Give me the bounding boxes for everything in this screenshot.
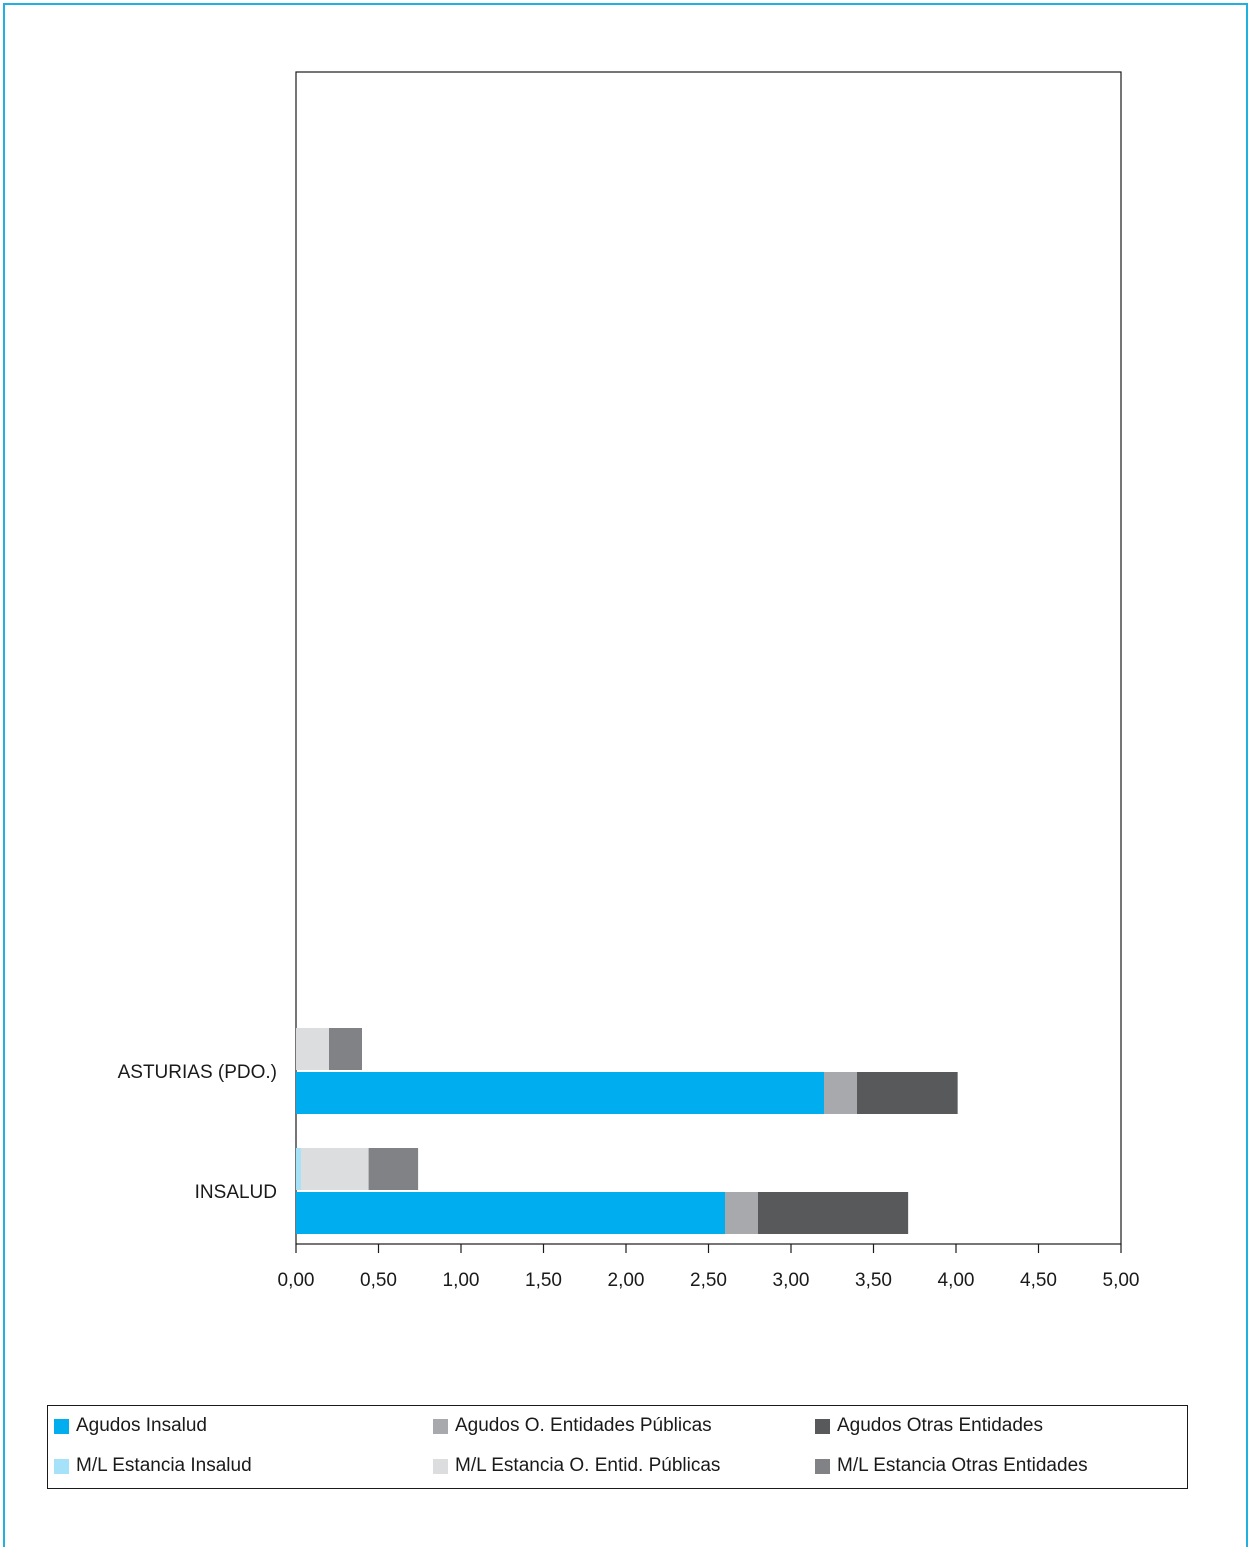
bar-segment (296, 1148, 301, 1190)
legend-item: Agudos O. Entidades Públicas (433, 1414, 712, 1438)
x-tick-label: 3,00 (773, 1270, 810, 1291)
legend-label: Agudos Insalud (76, 1415, 207, 1436)
bar-segment (296, 1028, 329, 1070)
category-label: INSALUD (195, 1182, 277, 1203)
bar-segment (857, 1072, 958, 1114)
legend-label: Agudos O. Entidades Públicas (455, 1415, 712, 1436)
x-tick-label: 1,00 (443, 1270, 480, 1291)
bar-segment (725, 1192, 758, 1234)
legend-label: M/L Estancia Insalud (76, 1455, 252, 1476)
legend-swatch (815, 1418, 830, 1434)
legend-swatch (815, 1458, 830, 1474)
legend: Agudos Insalud Agudos O. Entidades Públi… (47, 1405, 1188, 1489)
x-axis: 0,00 0,50 1,00 1,50 2,00 2,50 3,00 3,50 4,00 4,50… (278, 1244, 1140, 1291)
legend-item: Agudos Insalud (54, 1414, 207, 1438)
bar-segment (329, 1028, 362, 1070)
bars-layer (296, 1028, 958, 1234)
x-tick-label: 2,50 (690, 1270, 727, 1291)
legend-swatch (54, 1418, 69, 1434)
legend-label: M/L Estancia O. Entid. Públicas (455, 1455, 721, 1476)
plot-area (295, 71, 1122, 1245)
legend-label: M/L Estancia Otras Entidades (837, 1455, 1088, 1476)
bar-segment (824, 1072, 857, 1114)
bar-segment (296, 1192, 725, 1234)
x-tick-label: 0,00 (278, 1270, 315, 1291)
x-tick-label: 3,50 (855, 1270, 892, 1291)
legend-item: M/L Estancia Otras Entidades (815, 1454, 1088, 1478)
x-tick-label: 5,00 (1103, 1270, 1140, 1291)
page-frame (3, 3, 1248, 1547)
bar-segment (368, 1148, 419, 1190)
x-tick-label: 2,00 (608, 1270, 645, 1291)
legend-item: M/L Estancia Insalud (54, 1454, 252, 1478)
bar-segment (296, 1072, 824, 1114)
category-label: ASTURIAS (PDO.) (118, 1062, 277, 1083)
legend-swatch (54, 1458, 69, 1474)
legend-item: Agudos Otras Entidades (815, 1414, 1043, 1438)
bar-segment (300, 1148, 369, 1190)
x-tick-label: 4,00 (938, 1270, 975, 1291)
legend-swatch (433, 1418, 448, 1434)
legend-item: M/L Estancia O. Entid. Públicas (433, 1454, 720, 1478)
bar-segment (758, 1192, 909, 1234)
x-tick-label: 0,50 (360, 1270, 397, 1291)
legend-label: Agudos Otras Entidades (837, 1415, 1043, 1436)
x-tick-label: 1,50 (525, 1270, 562, 1291)
category-labels: ASTURIAS (PDO.) INSALUD (118, 1062, 277, 1203)
x-tick-label: 4,50 (1020, 1270, 1057, 1291)
legend-swatch (433, 1458, 448, 1474)
